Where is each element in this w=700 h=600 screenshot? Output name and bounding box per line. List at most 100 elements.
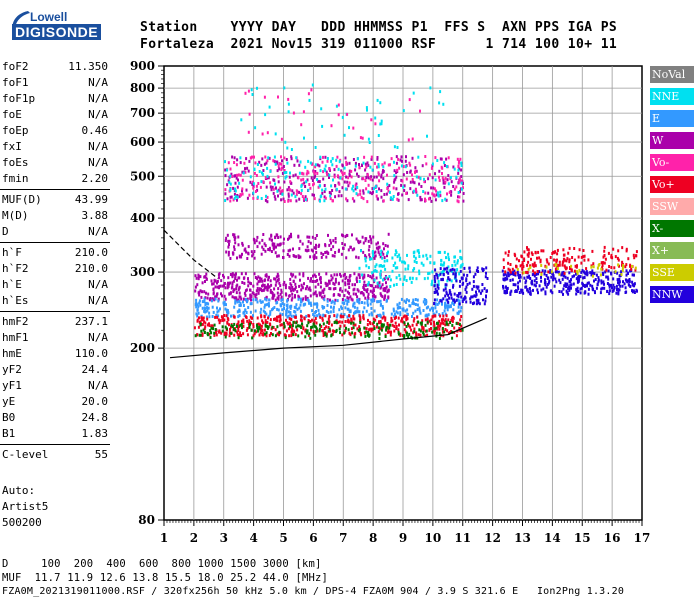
echo-point: [442, 269, 445, 273]
echo-point: [234, 277, 237, 281]
echo-point: [372, 190, 374, 194]
echo-point: [235, 324, 238, 328]
echo-point: [407, 335, 410, 338]
echo-point: [252, 314, 254, 318]
echo-point: [379, 253, 382, 256]
echo-point: [258, 288, 261, 292]
echo-point: [450, 296, 453, 300]
echo-point: [351, 331, 354, 335]
echo-point: [552, 276, 555, 279]
x-tick-label: 17: [634, 531, 651, 545]
echo-point: [345, 256, 348, 260]
echo-point: [374, 295, 376, 299]
echo-point: [229, 291, 232, 295]
echo-point: [307, 321, 310, 325]
echo-point: [341, 298, 344, 301]
echo-point: [279, 303, 282, 307]
echo-point: [394, 261, 397, 265]
echo-point: [281, 298, 284, 302]
echo-point: [446, 298, 449, 302]
echo-point: [359, 192, 362, 196]
echo-point: [297, 256, 300, 259]
echo-point: [433, 291, 436, 294]
echo-point: [364, 259, 367, 263]
echo-point: [269, 310, 272, 314]
echo-point: [328, 315, 331, 319]
echo-point: [272, 178, 275, 182]
echo-point: [312, 182, 315, 186]
echo-point: [424, 329, 427, 333]
echo-point: [238, 181, 241, 185]
echo-point: [205, 301, 208, 305]
echo-point: [333, 282, 336, 286]
echo-point: [216, 285, 219, 289]
echo-point: [224, 325, 227, 329]
echo-point: [366, 200, 369, 204]
echo-point: [283, 325, 286, 329]
echo-point: [265, 331, 268, 335]
echo-point: [225, 303, 227, 307]
echo-point: [296, 159, 299, 163]
echo-point: [622, 264, 625, 267]
echo-point: [306, 249, 309, 253]
echo-point: [291, 324, 294, 328]
echo-point: [433, 314, 436, 318]
echo-point: [224, 168, 227, 172]
echo-point: [617, 258, 620, 262]
echo-point: [325, 309, 328, 313]
param-label: h`Es: [2, 294, 29, 307]
echo-point: [333, 301, 336, 305]
echo-point: [314, 290, 317, 294]
echo-point: [217, 330, 220, 334]
echo-point: [290, 272, 293, 276]
echo-point: [446, 192, 448, 196]
echo-point: [271, 296, 274, 300]
echo-point: [367, 295, 370, 299]
echo-point: [345, 233, 348, 237]
echo-point: [289, 311, 292, 314]
echo-point: [268, 304, 270, 308]
echo-point: [568, 271, 571, 275]
echo-point: [238, 314, 241, 318]
echo-point: [228, 334, 231, 338]
echo-point: [440, 271, 443, 275]
echo-point: [236, 185, 239, 189]
echo-point: [400, 297, 403, 301]
echo-point: [294, 310, 297, 314]
echo-point: [536, 288, 539, 292]
echo-point: [357, 300, 360, 304]
echo-point: [250, 328, 253, 332]
echo-point: [232, 186, 235, 190]
echo-point: [579, 275, 582, 279]
echo-point: [456, 259, 459, 263]
echo-point: [443, 267, 446, 271]
echo-point: [553, 258, 555, 262]
echo-point: [442, 314, 445, 318]
param-row: h`E N/A: [2, 278, 108, 294]
echo-point: [348, 169, 351, 173]
echo-point: [357, 273, 360, 277]
param-value: 210.0: [74, 246, 108, 259]
echo-point: [264, 176, 267, 180]
echo-point: [341, 306, 343, 310]
echo-point: [448, 258, 450, 262]
echo-point: [439, 90, 442, 94]
echo-point: [285, 175, 288, 179]
echo-point: [263, 314, 266, 318]
echo-point: [559, 281, 562, 285]
echo-point: [608, 265, 611, 268]
echo-point: [531, 273, 534, 277]
echo-point: [366, 288, 369, 292]
echo-point: [568, 279, 571, 283]
echo-point: [573, 247, 576, 250]
echo-point: [241, 187, 244, 191]
echo-point: [447, 256, 450, 260]
echo-point: [442, 181, 445, 185]
echo-point: [453, 292, 456, 296]
echo-point: [627, 283, 630, 287]
echo-point: [435, 189, 438, 193]
echo-point: [204, 280, 206, 283]
echo-point: [203, 320, 206, 324]
echo-point: [439, 322, 442, 326]
echo-point: [237, 309, 240, 313]
